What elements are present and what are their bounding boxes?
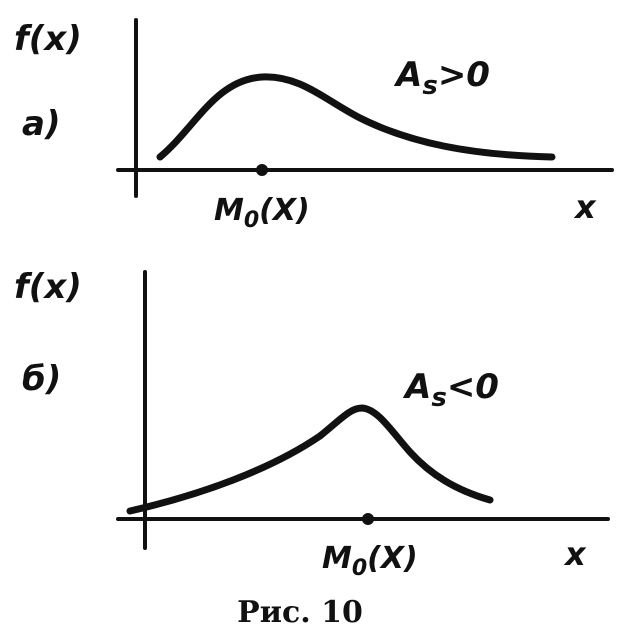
panel-b: f(x) б) As<0 M0(X) x bbox=[14, 267, 610, 581]
panel-b-x-axis-label: x bbox=[563, 535, 587, 573]
panel-a-mode-point bbox=[256, 164, 268, 176]
panel-a-label: a) bbox=[22, 104, 60, 144]
panel-a-asymmetry-label: As>0 bbox=[393, 55, 490, 101]
panel-a-density-curve bbox=[156, 73, 556, 161]
panel-b-mode-label: M0(X) bbox=[322, 541, 418, 581]
panel-b-density-curve bbox=[126, 404, 494, 515]
panel-a-y-axis-label: f(x) bbox=[14, 19, 82, 59]
panel-b-label: б) bbox=[22, 359, 61, 399]
panel-a-mode-label: M0(X) bbox=[214, 193, 310, 233]
figure-caption: Рис. 10 bbox=[237, 595, 363, 630]
panel-a-x-axis-label: x bbox=[573, 188, 597, 226]
panel-b-y-axis-label: f(x) bbox=[14, 267, 82, 307]
panel-b-mode-point bbox=[362, 513, 374, 525]
panel-a: f(x) a) As>0 M0(X) x bbox=[14, 18, 614, 233]
panel-b-asymmetry-label: As<0 bbox=[402, 367, 499, 413]
